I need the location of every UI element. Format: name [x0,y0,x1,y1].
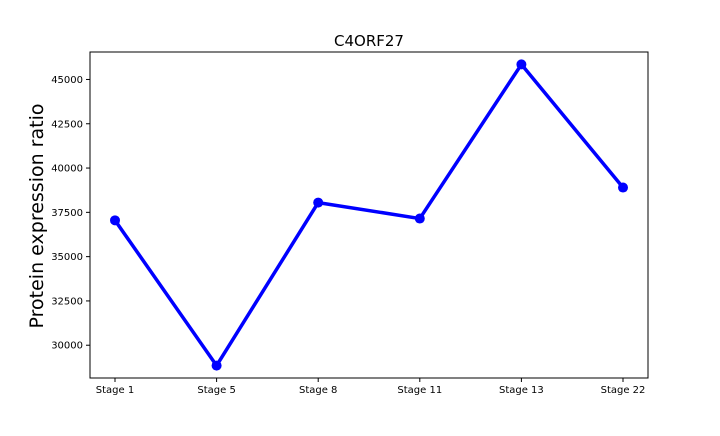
x-tick-label: Stage 13 [499,385,544,396]
data-point [516,59,527,70]
y-tick-label: 42500 [51,119,83,130]
y-tick-label: 32500 [51,296,83,307]
y-tick-label: 35000 [51,252,83,263]
y-tick-label: 45000 [51,75,83,86]
x-tick-label: Stage 5 [197,385,235,396]
x-tick-label: Stage 11 [397,385,442,396]
data-point [414,213,425,224]
plot-frame [89,51,649,379]
y-tick-label: 30000 [51,341,83,352]
data-point [211,360,222,371]
x-tick-label: Stage 22 [601,385,646,396]
data-point [313,197,324,208]
data-point [110,215,120,226]
series-line [113,62,625,368]
x-tick-label: Stage 1 [96,385,134,396]
y-axis-label: Protein expression ratio [26,104,48,329]
plot-area: 30000 32500 35000 37500 40000 42500 45000 Stage… [51,51,649,396]
y-tick-label: 37500 [51,208,83,219]
y-tick-label: 40000 [51,164,83,175]
x-tick-label: Stage 8 [299,385,337,396]
data-point [618,182,628,193]
chart-title: C4ORF27 [334,32,404,50]
